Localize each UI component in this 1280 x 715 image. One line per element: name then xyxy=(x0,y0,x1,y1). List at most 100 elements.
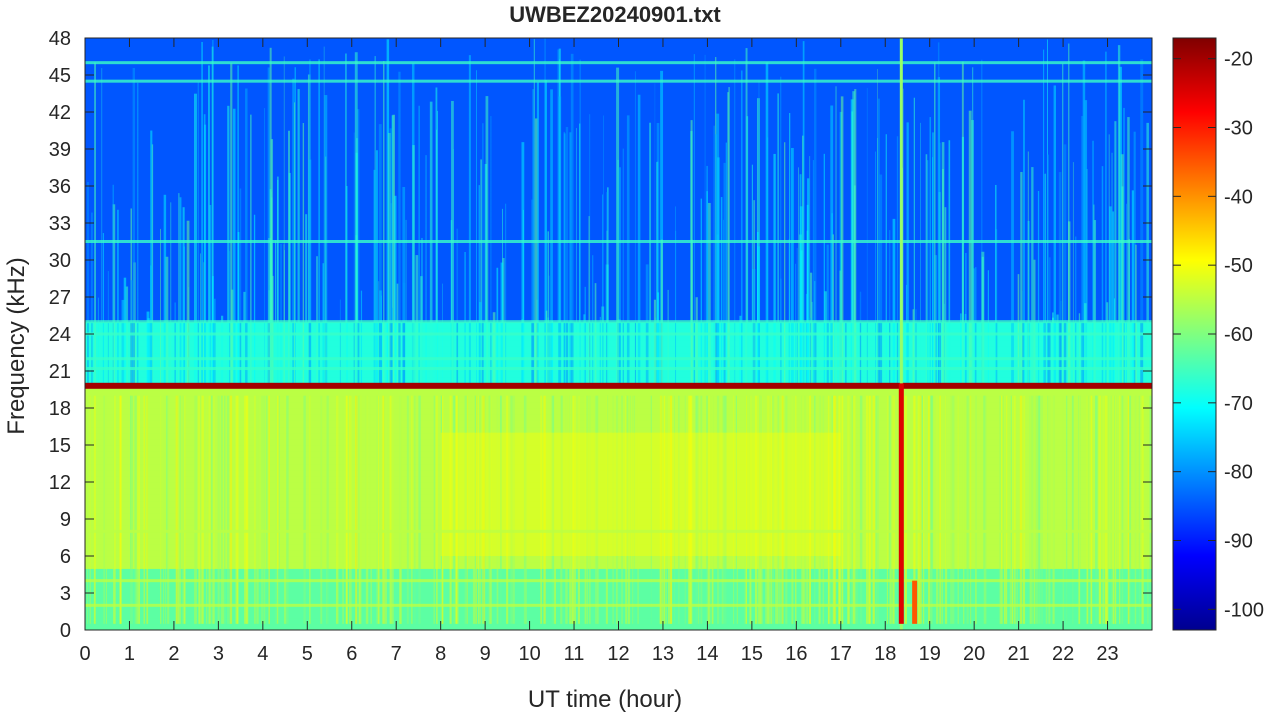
heatmap-streak xyxy=(1140,59,1144,384)
heatmap-streak xyxy=(663,395,665,624)
heatmap-narrowband-line xyxy=(85,79,1152,83)
heatmap-streak xyxy=(1095,395,1098,624)
heatmap-streak xyxy=(165,256,169,384)
heatmap-streak xyxy=(269,47,272,384)
heatmap-streak xyxy=(616,67,620,384)
heatmap-streak xyxy=(212,395,215,624)
heatmap-streak xyxy=(733,395,735,624)
heatmap-streak xyxy=(806,395,809,624)
heatmap-streak xyxy=(1011,395,1013,624)
heatmap-streak xyxy=(119,395,122,624)
heatmap-streak xyxy=(399,395,402,624)
heatmap-streak xyxy=(1081,115,1084,384)
heatmap-streak xyxy=(637,94,641,384)
heatmap-streak xyxy=(339,299,341,384)
heatmap-streak xyxy=(1146,122,1149,384)
heatmap-band xyxy=(85,580,1152,588)
heatmap-streak xyxy=(709,395,711,624)
heatmap-streak xyxy=(436,395,438,624)
heatmap-streak xyxy=(1090,395,1092,624)
heatmap-band xyxy=(85,531,1152,539)
heatmap-streak xyxy=(936,395,939,624)
heatmap-streak xyxy=(965,252,967,384)
heatmap-streak xyxy=(1105,51,1107,384)
y-tick-label: 27 xyxy=(49,287,71,309)
heatmap-streak xyxy=(723,219,725,384)
heatmap-streak xyxy=(684,395,686,624)
heatmap-streak xyxy=(570,53,574,384)
heatmap-streak xyxy=(201,42,203,384)
x-tick-label: 23 xyxy=(1096,643,1118,665)
heatmap-streak xyxy=(1019,395,1023,624)
heatmap-streak xyxy=(915,309,917,384)
heatmap-streak xyxy=(660,70,664,384)
heatmap-streak xyxy=(1020,172,1023,384)
heatmap-streak xyxy=(283,244,285,384)
heatmap-streak xyxy=(464,395,467,624)
heatmap-streak xyxy=(715,134,718,384)
y-tick-label: 12 xyxy=(49,472,71,494)
heatmap-streak xyxy=(418,395,421,624)
x-tick-label: 0 xyxy=(79,643,90,665)
heatmap-streak xyxy=(550,89,553,384)
heatmap-streak xyxy=(208,65,210,384)
heatmap-streak xyxy=(706,395,709,624)
y-tick-label: 9 xyxy=(60,509,71,531)
heatmap-streak xyxy=(565,395,568,624)
heatmap-streak xyxy=(316,256,318,384)
heatmap-streak xyxy=(656,161,659,384)
heatmap-narrowband-line xyxy=(85,367,1152,371)
heatmap-streak xyxy=(853,185,856,384)
heatmap-streak xyxy=(1063,144,1067,384)
heatmap-streak xyxy=(840,242,842,384)
y-tick-label: 24 xyxy=(49,324,71,346)
heatmap-streak xyxy=(573,395,576,624)
heatmap-band xyxy=(85,537,1152,545)
y-tick-label: 30 xyxy=(49,250,71,272)
heatmap-streak xyxy=(277,395,279,624)
heatmap-streak xyxy=(195,395,198,624)
heatmap-streak xyxy=(700,395,703,624)
heatmap-streak xyxy=(1011,131,1014,384)
heatmap-streak xyxy=(221,315,224,384)
heatmap-streak xyxy=(629,395,631,624)
heatmap-streak xyxy=(1082,60,1086,384)
heatmap-band xyxy=(85,593,1152,600)
heatmap-streak xyxy=(378,395,379,624)
heatmap-streak xyxy=(283,56,285,384)
heatmap-band xyxy=(85,426,1152,434)
heatmap-streak xyxy=(1010,395,1013,624)
heatmap-streak xyxy=(578,395,580,624)
heatmap-streak xyxy=(765,62,769,384)
heatmap-streak xyxy=(1113,298,1116,384)
heatmap-band xyxy=(85,543,1152,551)
heatmap-band xyxy=(85,445,1152,452)
heatmap-streak xyxy=(1052,312,1054,384)
heatmap-streak xyxy=(1062,63,1064,384)
heatmap-streak xyxy=(1092,140,1094,384)
heatmap-streak xyxy=(275,240,277,384)
heatmap-streak xyxy=(176,395,177,624)
heatmap-streak xyxy=(716,113,720,384)
heatmap-streak xyxy=(981,59,983,384)
x-tick-label: 5 xyxy=(302,643,313,665)
heatmap-streak xyxy=(885,134,887,384)
heatmap-streak xyxy=(1110,395,1112,624)
heatmap-streak xyxy=(143,395,145,624)
heatmap-streak xyxy=(297,89,300,384)
heatmap-streak xyxy=(558,96,562,384)
heatmap-streak xyxy=(490,116,492,384)
heatmap-event-core xyxy=(912,580,918,624)
heatmap-streak xyxy=(479,395,481,624)
heatmap-streak xyxy=(1131,190,1134,384)
heatmap-streak xyxy=(1127,395,1130,624)
heatmap-streak xyxy=(803,395,806,624)
heatmap-streak xyxy=(1056,314,1059,384)
heatmap-streak xyxy=(713,125,715,384)
x-tick-label: 6 xyxy=(346,643,357,665)
heatmap-streak xyxy=(798,167,799,384)
heatmap-streak xyxy=(896,136,899,384)
heatmap-streak xyxy=(134,395,137,624)
heatmap-streak xyxy=(751,164,753,384)
